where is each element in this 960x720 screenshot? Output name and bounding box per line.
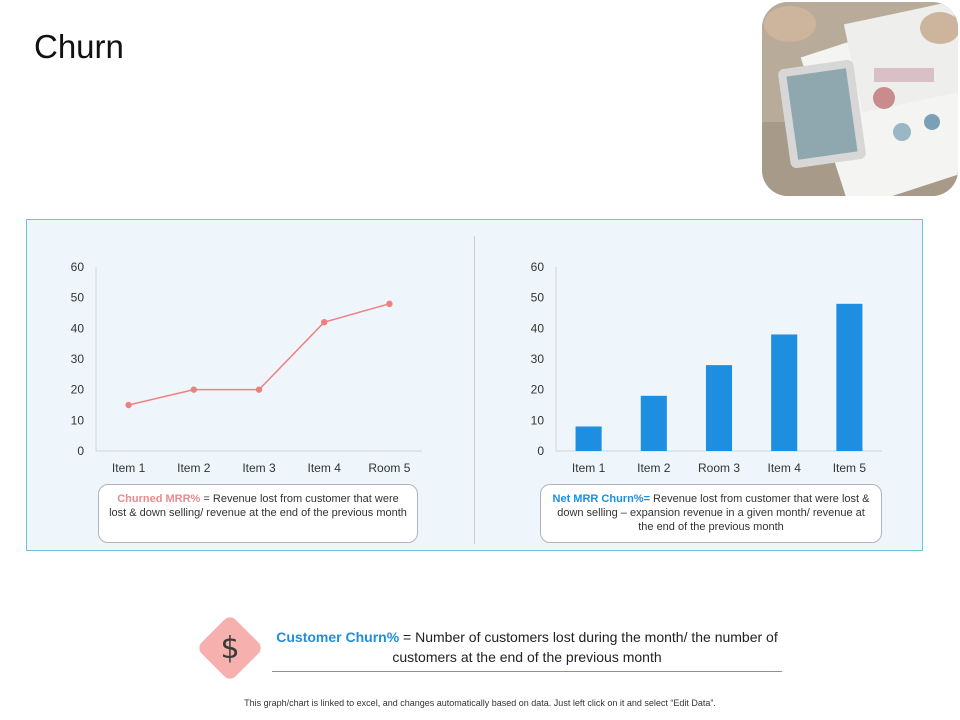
bar: [771, 334, 798, 451]
y-tick-label: 60: [531, 260, 545, 274]
bar: [836, 303, 863, 451]
data-point: [255, 386, 263, 393]
net-mrr-churn-definition: Net MRR Churn%= Revenue lost from custom…: [540, 484, 882, 543]
churned-mrr-term: Churned MRR%: [117, 493, 201, 505]
y-tick-label: 20: [531, 383, 545, 397]
customer-churn-term: Customer Churn%: [276, 629, 400, 645]
y-tick-label: 60: [71, 260, 85, 274]
x-tick-label: Item 4: [308, 461, 342, 475]
data-point: [321, 319, 328, 326]
bar: [640, 395, 667, 451]
y-tick-label: 10: [71, 413, 85, 427]
customer-churn-text: = Number of customers lost during the mo…: [392, 629, 778, 665]
dollar-icon: $: [220, 630, 240, 666]
bar-chart[interactable]: 0 10 20 30 40 50 60 Item 1 Item 2 Room 3 Item 4 Ite…: [520, 255, 900, 480]
x-tick-label: Room 5: [368, 461, 410, 475]
y-tick-label: 10: [531, 413, 545, 427]
x-tick-label: Item 2: [177, 461, 211, 475]
x-tick-label: Item 3: [242, 461, 276, 475]
y-tick-label: 30: [531, 352, 545, 366]
y-tick-label: 50: [71, 291, 85, 305]
bar: [705, 365, 733, 451]
y-tick-label: 40: [531, 321, 545, 335]
y-tick-label: 20: [71, 383, 85, 397]
data-point: [386, 300, 393, 307]
x-tick-label: Item 1: [572, 461, 606, 475]
y-tick-label: 50: [531, 291, 545, 305]
y-tick-label: 30: [71, 352, 85, 366]
data-point: [190, 386, 197, 393]
x-tick-label: Item 1: [112, 461, 146, 475]
bar: [575, 426, 602, 451]
x-tick-label: Item 4: [768, 461, 802, 475]
churned-mrr-text: = Revenue lost from customer that were l…: [109, 493, 407, 519]
x-tick-label: Item 5: [833, 461, 867, 475]
page-title: Churn: [34, 28, 124, 65]
panel-divider: [474, 236, 475, 544]
net-mrr-churn-text: Revenue lost from customer that were los…: [557, 493, 870, 533]
customer-churn-formula: Customer Churn% = Number of customers lo…: [272, 627, 782, 667]
x-tick-label: Item 2: [637, 461, 671, 475]
footer-note: This graph/chart is linked to excel, and…: [244, 698, 716, 708]
net-mrr-churn-term: Net MRR Churn%=: [552, 493, 650, 505]
line-chart[interactable]: 0 10 20 30 40 50 60 Item 1 Item 2 Item 3 Item 4 Roo…: [60, 255, 440, 480]
tablet-report-photo: [762, 2, 958, 196]
y-tick-label: 0: [537, 444, 544, 458]
churned-mrr-definition: Churned MRR% = Revenue lost from custome…: [98, 484, 418, 543]
y-tick-label: 0: [77, 444, 84, 458]
x-tick-label: Room 3: [698, 461, 740, 475]
formula-underline: [272, 671, 782, 672]
data-point: [125, 401, 132, 409]
y-tick-label: 40: [71, 321, 85, 335]
